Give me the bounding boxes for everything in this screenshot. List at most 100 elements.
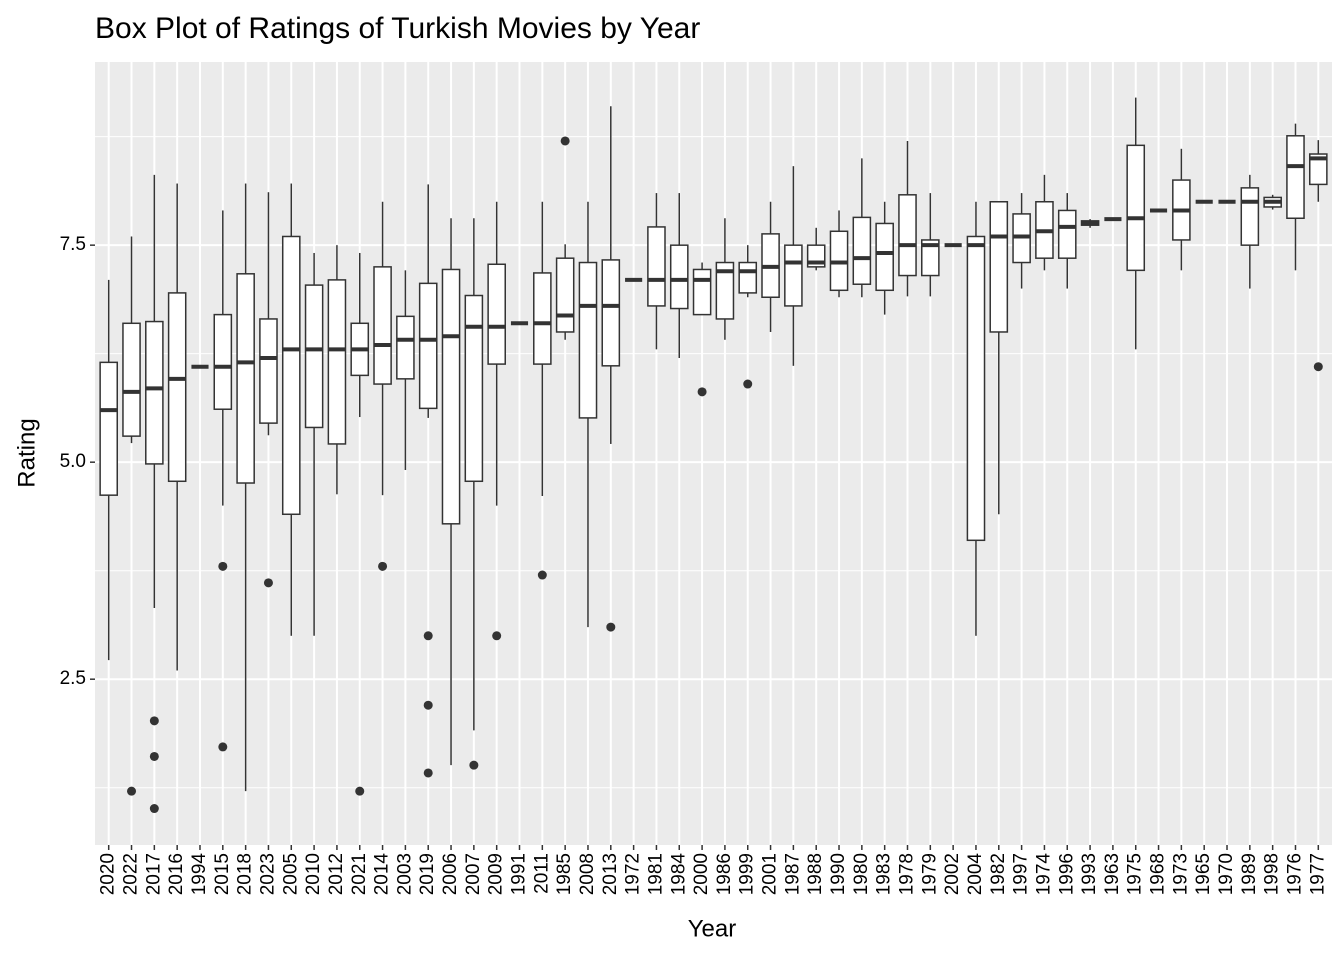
box	[555, 257, 575, 333]
x-tick-label: 2023	[257, 853, 278, 895]
box	[738, 261, 758, 294]
box	[898, 194, 917, 277]
box	[213, 313, 233, 410]
x-tick-label: 2012	[326, 853, 347, 895]
x-tick-label: 1997	[1011, 853, 1032, 895]
x-tick-label: 1990	[828, 853, 849, 895]
box	[99, 361, 119, 496]
box	[692, 268, 712, 316]
box	[259, 318, 278, 424]
box	[441, 268, 461, 525]
outlier	[149, 804, 159, 814]
x-tick-label: 1988	[805, 853, 826, 895]
x-tick-label: 1994	[189, 853, 210, 896]
x-tick-label: 2003	[394, 853, 415, 895]
x-tick-label: 1989	[1239, 853, 1260, 895]
x-tick-label: 2016	[166, 853, 187, 895]
box	[167, 292, 187, 483]
x-tick-label: 1976	[1284, 853, 1305, 895]
box	[875, 222, 894, 292]
x-tick-label: 1977	[1307, 853, 1328, 895]
x-tick-label: 1999	[737, 853, 758, 895]
box	[304, 284, 324, 429]
x-tick-label: 2000	[691, 853, 712, 895]
box	[1126, 144, 1146, 272]
outlier	[1313, 362, 1323, 372]
box	[487, 263, 506, 365]
outlier	[423, 700, 433, 710]
box	[396, 315, 415, 380]
x-tick-label: 1974	[1033, 853, 1054, 896]
outlier	[743, 379, 753, 389]
x-tick-label: 2004	[965, 853, 986, 896]
outlier	[149, 751, 159, 761]
x-tick-label: 2021	[349, 853, 370, 895]
chart-title: Box Plot of Ratings of Turkish Movies by…	[95, 12, 700, 45]
box	[1240, 187, 1260, 246]
outlier	[469, 760, 479, 770]
box	[464, 294, 484, 483]
x-tick-label: 2020	[98, 853, 119, 895]
x-tick-label: 2008	[577, 853, 598, 895]
x-tick-label: 2001	[760, 853, 781, 895]
box	[784, 244, 803, 307]
x-tick-label: 2011	[531, 853, 552, 894]
box	[647, 226, 666, 307]
y-tick-label: 7.5	[60, 234, 86, 255]
outlier	[423, 768, 433, 778]
box	[1308, 153, 1328, 186]
x-tick-label: 2018	[235, 853, 256, 895]
outlier	[355, 786, 365, 796]
x-tick-label: 2015	[212, 853, 233, 895]
x-tick-label: 1970	[1216, 853, 1237, 895]
box	[145, 320, 164, 465]
box	[921, 239, 940, 277]
box	[418, 282, 438, 410]
box	[601, 259, 621, 367]
box	[989, 201, 1009, 333]
x-tick-label: 1982	[988, 853, 1009, 895]
x-tick-label: 1984	[668, 853, 689, 896]
box	[1286, 135, 1305, 220]
box	[715, 261, 735, 320]
x-tick-label: 2009	[486, 853, 507, 895]
x-tick-label: 1981	[645, 853, 666, 895]
box	[122, 322, 141, 437]
y-tick-label: 2.5	[60, 668, 86, 689]
x-tick-label: 2019	[417, 853, 438, 895]
x-tick-label: 1975	[1125, 853, 1146, 895]
outlier	[218, 742, 228, 752]
outlier	[560, 136, 570, 146]
box	[327, 279, 347, 445]
outlier	[127, 786, 137, 796]
outlier	[697, 387, 707, 397]
outlier	[218, 561, 228, 571]
x-tick-label: 2022	[121, 853, 142, 895]
outlier	[149, 716, 159, 726]
x-tick-label: 1979	[919, 853, 940, 895]
outlier	[537, 570, 547, 580]
x-tick-label: 2007	[463, 853, 484, 895]
box	[281, 235, 301, 516]
x-tick-label: 1978	[897, 853, 918, 895]
box	[578, 261, 598, 419]
x-tick-label: 1968	[1148, 853, 1169, 895]
x-tick-label: 2010	[303, 853, 324, 895]
box	[966, 235, 986, 542]
x-axis-title: Year	[688, 915, 737, 942]
box	[669, 244, 689, 310]
x-tick-label: 1972	[623, 853, 644, 895]
y-axis-title: Rating	[13, 418, 40, 487]
x-tick-label: 1985	[554, 853, 575, 895]
x-tick-label: 1987	[782, 853, 803, 895]
outlier	[423, 631, 433, 641]
x-tick-label: 1998	[1262, 853, 1283, 895]
x-tick-label: 1996	[1056, 853, 1077, 895]
box	[373, 266, 392, 385]
y-tick-label: 5.0	[60, 451, 86, 472]
outlier	[492, 631, 502, 641]
x-tick-label: 2002	[942, 853, 963, 895]
outlier	[263, 578, 273, 588]
x-tick-label: 1973	[1170, 853, 1191, 895]
